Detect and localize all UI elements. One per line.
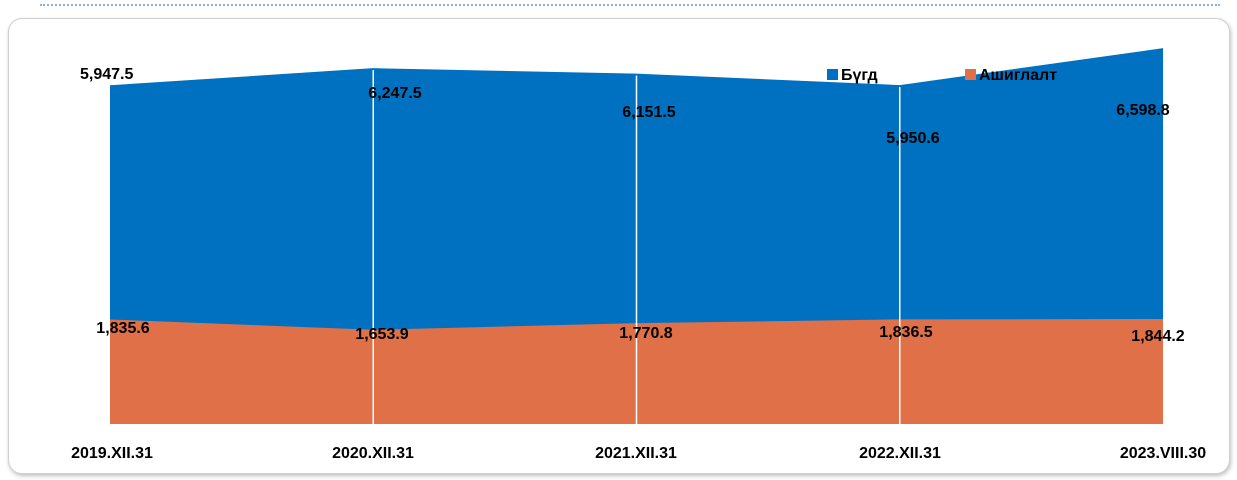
cropped-caption-text (40, 0, 1220, 6)
x-tick-label-0: 2019.XII.31 (71, 445, 153, 462)
legend: Бүгд Ашиглалт (827, 67, 1057, 84)
data-label-1-3: 1,836.5 (879, 324, 932, 341)
data-label-0-2: 6,151.5 (622, 104, 675, 121)
data-label-1-4: 1,844.2 (1131, 328, 1184, 345)
legend-swatch-1 (965, 69, 976, 80)
data-label-0-1: 6,247.5 (368, 85, 421, 102)
vertical-gridlines (372, 70, 901, 424)
legend-swatch-0 (827, 69, 838, 80)
data-label-0-3: 5,950.6 (886, 130, 939, 147)
data-labels: 5,947.5 6,247.5 6,151.5 5,950.6 6,598.8 1,835… (80, 66, 1185, 345)
data-label-0-0: 5,947.5 (80, 66, 133, 83)
legend-label-0: Бүгд (841, 67, 878, 84)
x-axis-tick-labels: 2019.XII.31 2020.XII.31 2021.XII.31 2022.XI… (71, 445, 1206, 462)
data-label-1-0: 1,835.6 (96, 320, 149, 337)
top-caption-strip (0, 0, 1237, 12)
data-label-1-2: 1,770.8 (619, 325, 672, 342)
x-tick-label-3: 2022.XII.31 (859, 445, 941, 462)
legend-label-1: Ашиглалт (979, 67, 1057, 84)
x-tick-label-1: 2020.XII.31 (332, 445, 414, 462)
x-tick-label-2: 2021.XII.31 (595, 445, 677, 462)
data-label-0-4: 6,598.8 (1116, 102, 1169, 119)
data-label-1-1: 1,653.9 (355, 326, 408, 343)
x-tick-label-4: 2023.VIII.30 (1120, 445, 1206, 462)
